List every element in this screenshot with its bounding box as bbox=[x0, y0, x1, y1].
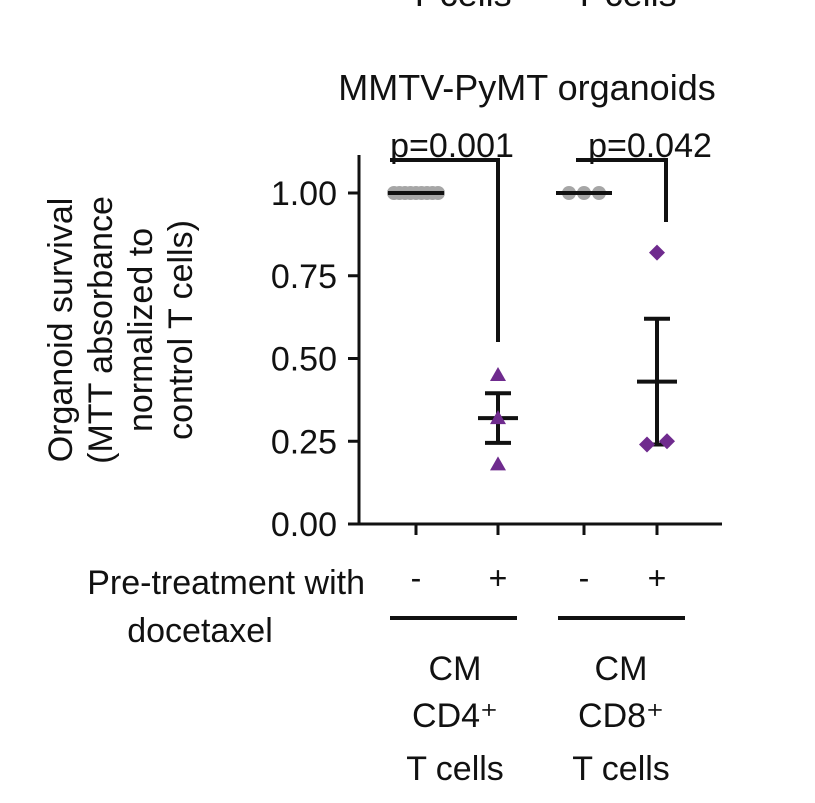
y-tick-label: 1.00 bbox=[271, 175, 337, 213]
y-tick-label: 0.50 bbox=[271, 341, 337, 379]
x-condition-label: + bbox=[489, 560, 508, 596]
x-condition-label: - bbox=[579, 560, 590, 596]
data-point bbox=[490, 410, 506, 425]
data-point bbox=[649, 244, 665, 261]
x-condition-label: + bbox=[648, 560, 667, 596]
y-tick-label: 0.75 bbox=[271, 258, 337, 296]
y-axis-label: Organoid survival (MTT absorbance normal… bbox=[42, 196, 200, 464]
x-row-label-line-1: Pre-treatment with bbox=[87, 564, 365, 602]
data-point bbox=[659, 433, 675, 450]
group-label-cd8: CM CD8⁺ T cells bbox=[572, 650, 670, 788]
x-condition-label: - bbox=[411, 560, 422, 596]
data-point bbox=[639, 436, 655, 453]
significance-bracket-cd8: p=0.042 bbox=[576, 127, 712, 222]
group-label-line: CD4⁺ bbox=[412, 697, 498, 735]
group-label-line: T cells bbox=[572, 750, 670, 788]
group-label-line: CM bbox=[429, 650, 482, 688]
y-axis-label-line-1: Organoid survival bbox=[42, 198, 80, 463]
y-axis-label-line-2: (MTT absorbance bbox=[82, 196, 120, 464]
x-condition-labels: - + - + bbox=[411, 560, 667, 596]
significance-bracket-cd4: p=0.001 bbox=[390, 127, 514, 342]
chart-title: MMTV-PyMT organoids bbox=[338, 67, 715, 108]
p-value-label: p=0.001 bbox=[390, 127, 514, 165]
data-point bbox=[490, 367, 506, 382]
y-tick-label: 0.00 bbox=[271, 506, 337, 544]
data-marks bbox=[387, 186, 677, 471]
y-tick-label: 0.25 bbox=[271, 423, 337, 461]
x-row-label-line-2: docetaxel bbox=[127, 612, 273, 650]
p-value-label: p=0.042 bbox=[588, 127, 712, 165]
x-axis-ticks bbox=[414, 524, 659, 535]
top-cropped-label-1: T cells bbox=[408, 0, 511, 14]
y-axis-label-line-4: control T cells) bbox=[162, 220, 200, 440]
y-axis-ticks: 0.00 0.25 0.50 0.75 1.00 bbox=[271, 175, 359, 544]
bracket-line bbox=[390, 158, 500, 342]
data-point bbox=[490, 456, 506, 471]
group-label-line: T cells bbox=[406, 750, 504, 788]
group-label-line: CM bbox=[595, 650, 648, 688]
y-axis-label-line-3: normalized to bbox=[122, 228, 160, 432]
group-label-line: CD8⁺ bbox=[578, 697, 664, 735]
top-cropped-label-2: T cells bbox=[573, 0, 676, 14]
group-label-cd4: CM CD4⁺ T cells bbox=[406, 650, 504, 788]
bracket-line bbox=[576, 158, 668, 222]
